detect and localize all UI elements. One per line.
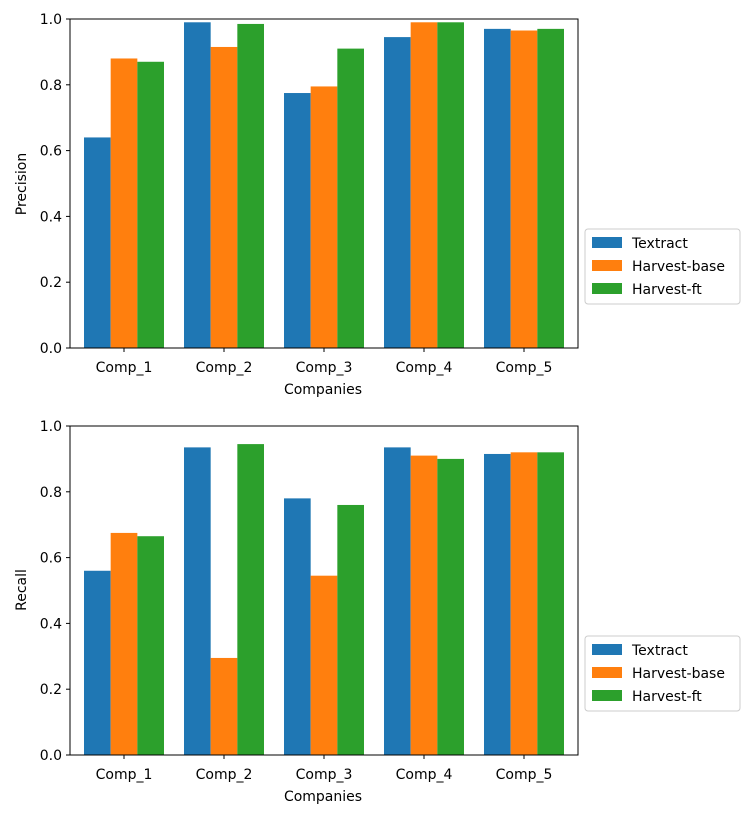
precision-bar-harvest-ft-comp-2 [237,23,264,348]
precision-y-axis-label: Precision [14,153,30,215]
precision-bar-harvest-base-comp-4 [410,22,438,348]
recall-axes-frame [69,425,579,756]
recall-y-tick-label: 0.6 [40,551,62,567]
recall-legend-frame [584,635,741,712]
precision-bar-harvest-base-comp-3 [310,86,338,348]
precision-bar-harvest-base-comp-2 [210,46,238,349]
precision-chart: Precision Companies Comp_1 Comp_2 Comp_3 Co… [14,12,741,398]
precision-legend-swatch-harvest-ft [592,283,622,294]
precision-legend-label-harvest-ft: Harvest-ft [632,282,702,298]
recall-legend-swatch-textract [592,644,622,655]
recall-chart: Recall Companies Comp_1 Comp_2 Comp_3 Comp_… [14,419,741,805]
recall-bar-harvest-base-comp-1 [110,532,138,755]
recall-bar-harvest-ft-comp-3 [337,504,364,755]
precision-bar-harvest-ft-comp-4 [437,22,464,348]
recall-bar-textract-comp-3 [284,498,311,755]
recall-bar-textract-comp-4 [384,447,411,755]
precision-y-tick-label: 1.0 [40,12,62,28]
recall-bar-harvest-base-comp-4 [410,455,438,755]
recall-bar-harvest-base-comp-3 [310,575,338,755]
recall-y-tick-label: 1.0 [40,419,62,435]
precision-bar-harvest-base-comp-5 [510,30,538,348]
recall-legend-label-textract: Textract [631,643,688,659]
precision-legend-label-harvest-base: Harvest-base [632,259,725,275]
recall-bar-harvest-base-comp-5 [510,452,538,755]
recall-bar-textract-comp-5 [484,453,511,755]
precision-legend-frame [584,228,741,305]
recall-x-tick-label: Comp_1 [96,767,153,783]
recall-x-tick-label: Comp_3 [296,767,353,783]
precision-x-tick-label: Comp_2 [196,360,253,376]
recall-bar-harvest-base-comp-2 [210,657,238,755]
recall-bar-textract-comp-2 [184,447,211,755]
recall-y-tick-label: 0.2 [40,682,62,698]
recall-legend-swatch-harvest-ft [592,690,622,701]
precision-bar-textract-comp-1 [84,137,111,348]
precision-y-tick-label: 0.6 [40,144,62,160]
recall-y-tick-label: 0.8 [40,485,62,501]
precision-bar-textract-comp-5 [484,28,511,349]
recall-y-axis-label: Recall [14,569,30,611]
precision-bar-harvest-ft-comp-1 [137,61,164,349]
precision-x-tick-label: Comp_3 [296,360,353,376]
precision-legend-swatch-harvest-base [592,260,622,271]
recall-bar-harvest-ft-comp-4 [437,458,464,755]
precision-y-tick-label: 0.2 [40,275,62,291]
precision-legend-swatch-textract [592,237,622,248]
precision-bar-textract-comp-3 [284,93,311,348]
precision-y-tick-label: 0.8 [40,78,62,94]
precision-legend-label-textract: Textract [631,236,688,252]
precision-axes-frame [69,18,579,349]
recall-legend-label-harvest-base: Harvest-base [632,666,725,682]
recall-x-tick-label: Comp_2 [196,767,253,783]
precision-y-tick-label: 0.4 [40,209,62,225]
recall-bar-harvest-ft-comp-1 [137,536,164,755]
precision-y-tick-label: 0.0 [40,341,62,357]
precision-x-tick-label: Comp_1 [96,360,153,376]
recall-legend-label-harvest-ft: Harvest-ft [632,689,702,705]
precision-bar-harvest-base-comp-1 [110,58,138,348]
recall-legend-swatch-harvest-base [592,667,622,678]
precision-bar-textract-comp-2 [184,22,211,348]
recall-bar-textract-comp-1 [84,570,111,755]
recall-bar-harvest-ft-comp-5 [537,452,564,755]
recall-y-tick-label: 0.4 [40,616,62,632]
recall-bar-harvest-ft-comp-2 [237,444,264,755]
precision-legend: Textract Harvest-base Harvest-ft [584,228,741,305]
precision-x-tick-label: Comp_5 [496,360,553,376]
precision-bar-harvest-ft-comp-5 [537,28,564,349]
precision-x-axis-label: Companies [284,382,362,398]
precision-x-tick-label: Comp_4 [396,360,453,376]
precision-bar-harvest-ft-comp-3 [337,48,364,349]
recall-legend: Textract Harvest-base Harvest-ft [584,635,741,712]
precision-bar-textract-comp-4 [384,37,411,348]
recall-x-axis-label: Companies [284,789,362,805]
recall-x-tick-label: Comp_5 [496,767,553,783]
recall-y-tick-label: 0.0 [40,748,62,764]
recall-x-tick-label: Comp_4 [396,767,453,783]
